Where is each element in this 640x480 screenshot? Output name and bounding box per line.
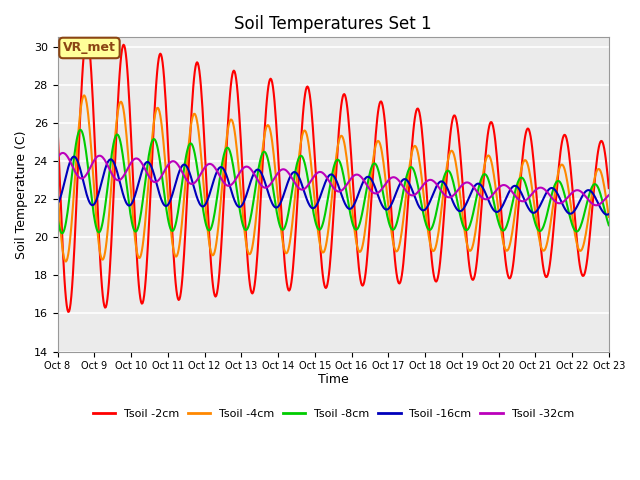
Tsoil -8cm: [54, 215, 61, 221]
Tsoil -4cm: [402, 196, 410, 202]
Line: Tsoil -4cm: Tsoil -4cm: [58, 96, 609, 262]
Tsoil -4cm: [54, 187, 61, 192]
Legend: Tsoil -2cm, Tsoil -4cm, Tsoil -8cm, Tsoil -16cm, Tsoil -32cm: Tsoil -2cm, Tsoil -4cm, Tsoil -8cm, Tsoi…: [88, 404, 578, 423]
Line: Tsoil -8cm: Tsoil -8cm: [58, 130, 609, 233]
Tsoil -8cm: [605, 222, 612, 228]
Line: Tsoil -32cm: Tsoil -32cm: [58, 153, 609, 205]
Tsoil -8cm: [122, 175, 130, 181]
Tsoil -8cm: [402, 177, 410, 183]
Tsoil -16cm: [605, 211, 612, 217]
Tsoil -16cm: [417, 206, 425, 212]
Tsoil -16cm: [54, 201, 61, 206]
Tsoil -4cm: [65, 251, 72, 257]
Tsoil -4cm: [81, 93, 88, 98]
Tsoil -16cm: [401, 176, 409, 182]
Tsoil -8cm: [58, 230, 66, 236]
Tsoil -32cm: [593, 203, 600, 208]
Tsoil -2cm: [418, 126, 426, 132]
Tsoil -2cm: [122, 50, 130, 56]
X-axis label: Time: Time: [318, 372, 349, 385]
Tsoil -2cm: [54, 124, 61, 130]
Tsoil -32cm: [605, 192, 612, 198]
Tsoil -8cm: [65, 204, 72, 210]
Tsoil -8cm: [207, 226, 214, 231]
Tsoil -16cm: [121, 197, 129, 203]
Tsoil -32cm: [177, 167, 185, 173]
Tsoil -4cm: [122, 125, 130, 131]
Tsoil -32cm: [59, 150, 67, 156]
Tsoil -32cm: [121, 171, 129, 177]
Tsoil -4cm: [605, 214, 612, 220]
Tsoil -16cm: [206, 190, 214, 195]
Tsoil -2cm: [402, 234, 410, 240]
Tsoil -32cm: [54, 155, 61, 160]
Tsoil -4cm: [207, 249, 214, 254]
Tsoil -16cm: [177, 165, 185, 170]
Line: Tsoil -2cm: Tsoil -2cm: [58, 36, 609, 312]
Tsoil -8cm: [178, 182, 186, 188]
Tsoil -32cm: [417, 185, 425, 191]
Tsoil -32cm: [401, 186, 409, 192]
Tsoil -16cm: [63, 167, 71, 173]
Title: Soil Temperatures Set 1: Soil Temperatures Set 1: [234, 15, 432, 33]
Tsoil -2cm: [605, 185, 612, 191]
Tsoil -2cm: [63, 307, 71, 313]
Tsoil -2cm: [65, 309, 72, 315]
Tsoil -32cm: [206, 161, 214, 167]
Tsoil -16cm: [604, 212, 611, 217]
Tsoil -4cm: [418, 175, 426, 181]
Tsoil -2cm: [178, 282, 186, 288]
Tsoil -2cm: [207, 259, 214, 264]
Tsoil -2cm: [83, 33, 90, 38]
Tsoil -4cm: [178, 222, 186, 228]
Text: VR_met: VR_met: [63, 41, 116, 54]
Y-axis label: Soil Temperature (C): Soil Temperature (C): [15, 130, 28, 259]
Tsoil -16cm: [70, 154, 77, 159]
Line: Tsoil -16cm: Tsoil -16cm: [58, 156, 609, 215]
Tsoil -4cm: [62, 259, 70, 264]
Tsoil -32cm: [65, 155, 72, 161]
Tsoil -8cm: [418, 203, 426, 208]
Tsoil -8cm: [77, 127, 84, 132]
